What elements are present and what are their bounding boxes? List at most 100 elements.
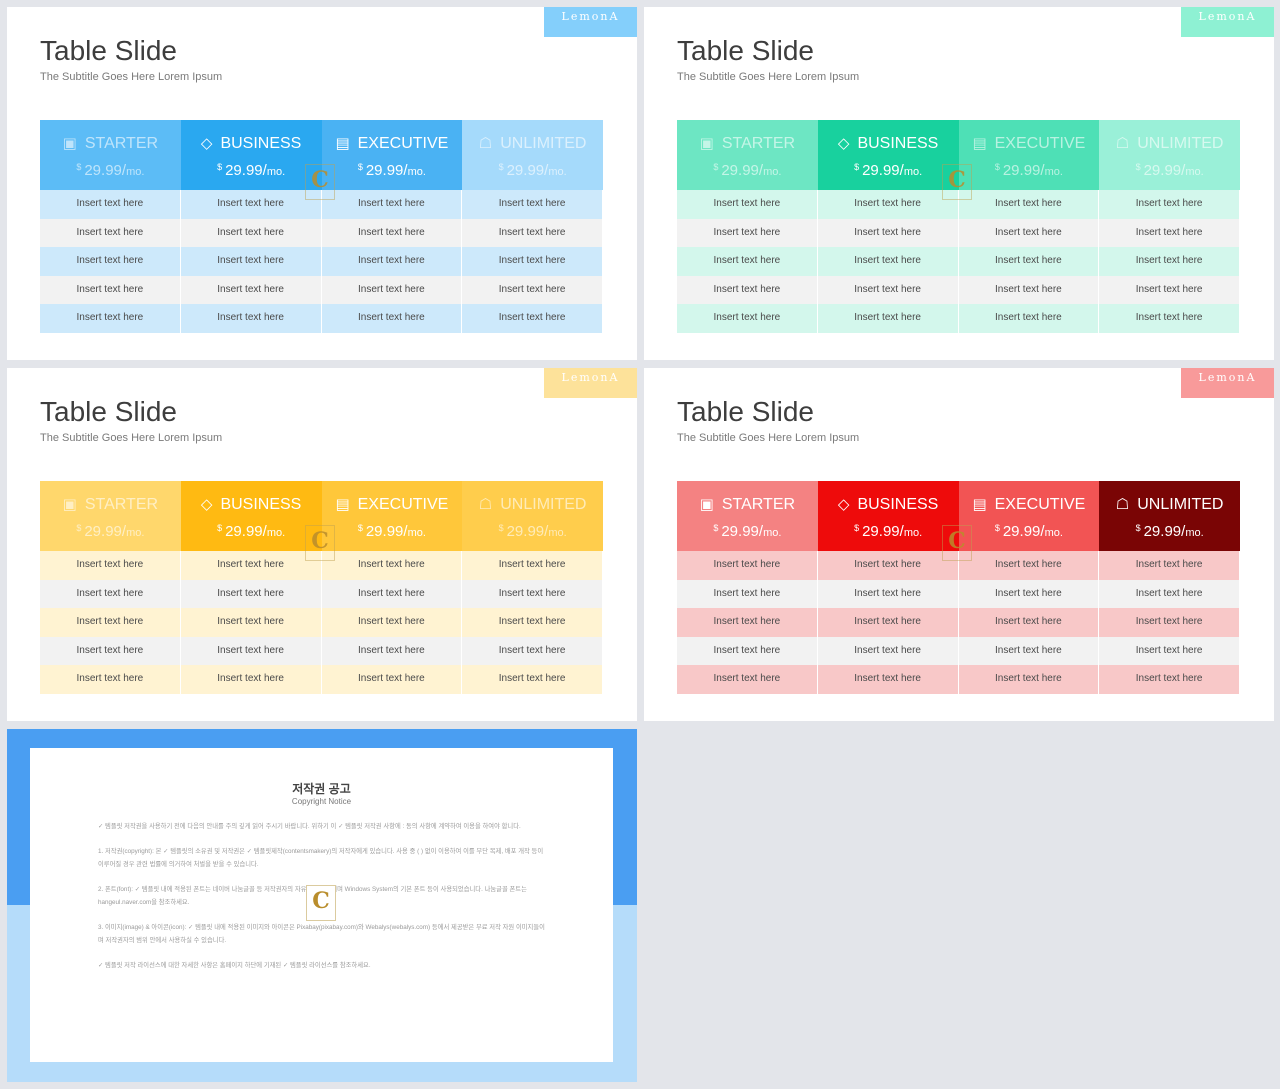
table-cell: Insert text here	[959, 579, 1100, 609]
plan-header-unlimited[interactable]: ☖ UNLIMITED $29.99/mo.	[1099, 481, 1240, 551]
wallet-icon: ▣	[62, 135, 77, 152]
plan-header-executive[interactable]: ▤ EXECUTIVE $29.99/mo.	[321, 120, 463, 190]
table-cell: Insert text here	[818, 551, 959, 580]
plan-name-label: EXECUTIVE	[994, 135, 1086, 152]
plan-price: $29.99/mo.	[959, 162, 1100, 179]
plan-header-unlimited[interactable]: ☖ UNLIMITED $29.99/mo.	[1099, 120, 1240, 190]
table-row: Insert text here Insert text here Insert t…	[40, 218, 603, 248]
table-cell: Insert text here	[462, 304, 603, 333]
plan-header-unlimited[interactable]: ☖ UNLIMITED $29.99/mo.	[462, 120, 603, 190]
diamond-icon: ◇	[200, 496, 213, 513]
plan-header-starter[interactable]: ▣ STARTER $29.99/mo.	[40, 120, 181, 190]
plan-header-starter[interactable]: ▣ STARTER $29.99/mo.	[677, 481, 818, 551]
plan-header-business[interactable]: ◇ BUSINESS $29.99/mo.	[817, 481, 959, 551]
table-row: Insert text here Insert text here Insert t…	[677, 247, 1240, 276]
price-period: mo.	[126, 527, 145, 539]
table-cell: Insert text here	[40, 665, 181, 694]
slide-subtitle: The Subtitle Goes Here Lorem Ipsum	[40, 71, 223, 83]
table-cell: Insert text here	[322, 636, 463, 666]
brand-tag: LemonA	[544, 368, 637, 398]
plan-header-business[interactable]: ◇ BUSINESS $29.99/mo.	[180, 481, 322, 551]
price-period: mo.	[1044, 166, 1063, 178]
plan-name: ▤ EXECUTIVE	[322, 134, 463, 153]
table-cell: Insert text here	[322, 579, 463, 609]
pricing-slide-blue[interactable]: LemonA Table Slide The Subtitle Goes Here …	[7, 7, 637, 360]
table-row: Insert text here Insert text here Insert t…	[677, 218, 1240, 248]
plan-name-label: UNLIMITED	[1137, 135, 1224, 152]
price-amount: 29.99/	[225, 523, 267, 540]
price-currency: $	[854, 523, 860, 533]
plan-header-executive[interactable]: ▤ EXECUTIVE $29.99/mo.	[321, 481, 463, 551]
diamond-icon: ◇	[837, 135, 850, 152]
table-cell: Insert text here	[181, 636, 322, 666]
table-cell: Insert text here	[322, 551, 463, 580]
pricing-slide-yellow[interactable]: LemonA Table Slide The Subtitle Goes Here …	[7, 368, 637, 721]
table-cell: Insert text here	[181, 218, 322, 248]
table-cell: Insert text here	[1099, 636, 1240, 666]
table-cell: Insert text here	[462, 247, 603, 276]
price-currency: $	[498, 523, 504, 533]
plan-name: ▤ EXECUTIVE	[959, 495, 1100, 514]
price-period: mo.	[407, 166, 426, 178]
table-cell: Insert text here	[1099, 579, 1240, 609]
copyright-paragraph: ✓ 템플릿 저작 라이선스에 대한 자세한 사항은 홈페이지 하단에 기재된 ✓…	[98, 962, 371, 969]
plan-name-label: STARTER	[721, 496, 796, 513]
table-cell: Insert text here	[40, 275, 181, 305]
copyright-paragraph: 3. 이미지(image) & 아이콘(icon): ✓ 템플릿 내에 적용된 …	[98, 924, 545, 944]
pricing-table: ▣ STARTER $29.99/mo. ◇ BUSINESS $29.99/mo. ▤ EX…	[40, 481, 603, 694]
price-currency: $	[357, 523, 363, 533]
plan-name: ◇ BUSINESS	[181, 495, 322, 514]
table-cell: Insert text here	[818, 247, 959, 276]
plan-price: $29.99/mo.	[322, 523, 463, 540]
copyright-slide[interactable]: 저작권 공고 Copyright Notice ✓ 템플릿 저작권을 사용하기 …	[7, 729, 637, 1082]
wallet-icon: ▣	[62, 496, 77, 513]
plan-header-executive[interactable]: ▤ EXECUTIVE $29.99/mo.	[958, 481, 1100, 551]
table-cell: Insert text here	[818, 190, 959, 219]
price-amount: 29.99/	[506, 523, 549, 540]
table-cell: Insert text here	[677, 579, 818, 609]
table-cell: Insert text here	[677, 247, 818, 276]
table-row: Insert text here Insert text here Insert t…	[40, 636, 603, 666]
wallet-icon: ▣	[699, 496, 714, 513]
pricing-header-row: ▣ STARTER $29.99/mo. ◇ BUSINESS $29.99/mo. ▤ EX…	[40, 481, 603, 551]
plan-name: ▣ STARTER	[40, 134, 181, 153]
table-cell: Insert text here	[40, 608, 181, 637]
plan-header-starter[interactable]: ▣ STARTER $29.99/mo.	[677, 120, 818, 190]
table-cell: Insert text here	[1099, 551, 1240, 580]
plan-name-label: STARTER	[721, 135, 796, 152]
plan-header-unlimited[interactable]: ☖ UNLIMITED $29.99/mo.	[462, 481, 603, 551]
table-cell: Insert text here	[818, 304, 959, 333]
price-amount: 29.99/	[862, 523, 904, 540]
plan-header-executive[interactable]: ▤ EXECUTIVE $29.99/mo.	[958, 120, 1100, 190]
plan-price: $29.99/mo.	[818, 523, 959, 540]
money-bag-icon: ▤	[335, 496, 350, 513]
table-cell: Insert text here	[818, 275, 959, 305]
hand-coins-icon: ☖	[1115, 135, 1130, 152]
table-row: Insert text here Insert text here Insert t…	[40, 190, 603, 219]
pricing-table: ▣ STARTER $29.99/mo. ◇ BUSINESS $29.99/mo. ▤ EX…	[40, 120, 603, 333]
plan-name-label: EXECUTIVE	[357, 496, 449, 513]
plan-name-label: EXECUTIVE	[357, 135, 449, 152]
table-cell: Insert text here	[818, 665, 959, 694]
pricing-slide-mint[interactable]: LemonA Table Slide The Subtitle Goes Here …	[644, 7, 1274, 360]
price-currency: $	[217, 162, 223, 172]
table-cell: Insert text here	[40, 304, 181, 333]
plan-header-starter[interactable]: ▣ STARTER $29.99/mo.	[40, 481, 181, 551]
table-cell: Insert text here	[1099, 665, 1240, 694]
table-cell: Insert text here	[677, 218, 818, 248]
table-cell: Insert text here	[322, 304, 463, 333]
table-cell: Insert text here	[40, 636, 181, 666]
plan-name-label: STARTER	[84, 135, 159, 152]
table-cell: Insert text here	[677, 608, 818, 637]
price-period: mo.	[1044, 527, 1063, 539]
table-cell: Insert text here	[677, 190, 818, 219]
plan-header-business[interactable]: ◇ BUSINESS $29.99/mo.	[180, 120, 322, 190]
price-currency: $	[76, 162, 82, 172]
plan-name-label: BUSINESS	[220, 135, 302, 152]
price-amount: 29.99/	[84, 162, 127, 179]
table-row: Insert text here Insert text here Insert t…	[677, 636, 1240, 666]
price-period: mo.	[548, 527, 567, 539]
pricing-slide-red[interactable]: LemonA Table Slide The Subtitle Goes Here …	[644, 368, 1274, 721]
plan-header-business[interactable]: ◇ BUSINESS $29.99/mo.	[817, 120, 959, 190]
table-cell: Insert text here	[818, 579, 959, 609]
